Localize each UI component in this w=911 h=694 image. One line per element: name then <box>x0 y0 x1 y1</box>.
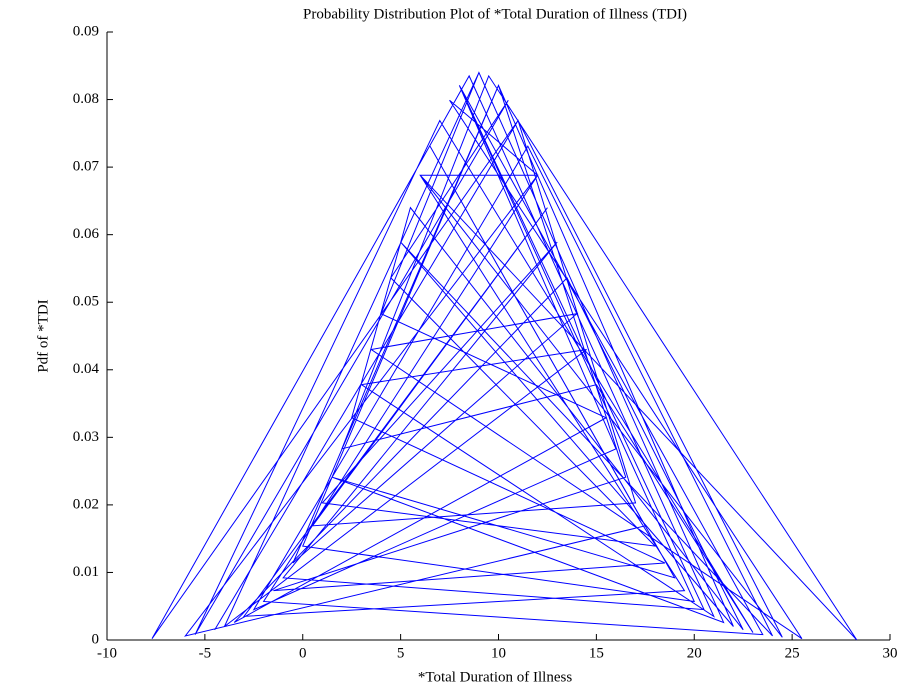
y-tick-label: 0.03 <box>73 429 99 445</box>
x-tick-label: -10 <box>97 645 117 661</box>
x-tick-label: 10 <box>491 645 506 661</box>
y-tick-label: 0.06 <box>73 226 100 242</box>
y-tick-label: 0.05 <box>73 294 99 310</box>
x-tick-label: 25 <box>785 645 800 661</box>
y-tick-label: 0.01 <box>73 564 99 580</box>
y-axis-label: Pdf of *TDI <box>35 299 51 372</box>
x-tick-label: -5 <box>199 645 212 661</box>
x-tick-label: 15 <box>589 645 604 661</box>
y-tick-label: 0 <box>92 631 100 647</box>
chart-title: Probability Distribution Plot of *Total … <box>303 6 687 22</box>
x-tick-label: 20 <box>687 645 702 661</box>
data-line <box>151 71 858 641</box>
x-tick-label: 30 <box>883 645 898 661</box>
x-tick-label: 0 <box>299 645 307 661</box>
x-axis-label: *Total Duration of Illness <box>418 669 572 685</box>
x-tick-label: 5 <box>397 645 405 661</box>
y-tick-label: 0.02 <box>73 496 99 512</box>
y-tick-label: 0.09 <box>73 23 99 39</box>
y-tick-label: 0.04 <box>73 361 100 377</box>
y-tick-label: 0.08 <box>73 91 99 107</box>
y-tick-label: 0.07 <box>73 159 100 175</box>
